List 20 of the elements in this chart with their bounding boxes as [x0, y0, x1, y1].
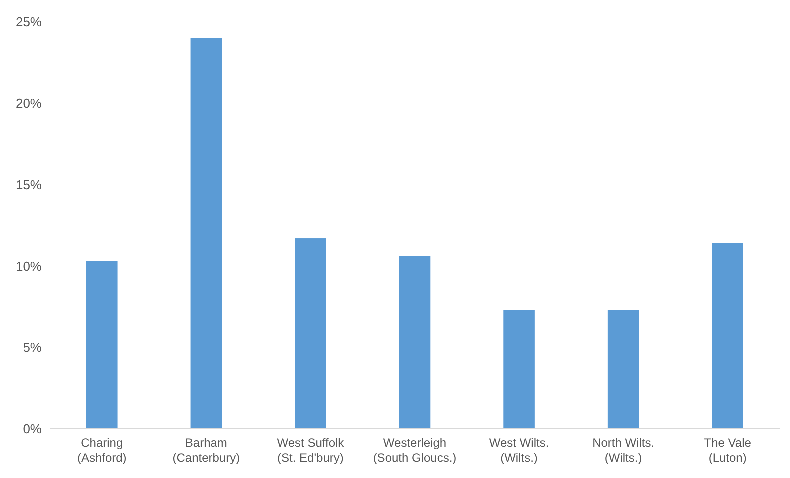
bar — [399, 256, 431, 429]
bar — [608, 310, 640, 429]
y-tick-label: 10% — [16, 258, 42, 274]
y-tick-label: 0% — [23, 422, 42, 437]
x-tick-label: Westerleigh (South Gloucs.) — [373, 436, 457, 465]
x-tick-label: Charing (Ashford) — [77, 436, 127, 465]
bar — [190, 38, 222, 429]
y-tick-label: 20% — [16, 96, 42, 111]
y-tick-label: 15% — [16, 177, 42, 192]
x-tick-label: The Vale (Luton) — [704, 436, 752, 465]
bar — [504, 310, 535, 429]
x-tick-label: West Suffolk (St. Ed'bury) — [277, 436, 346, 465]
y-tick-label: 25% — [16, 14, 42, 30]
x-tick-label: Barham (Canterbury) — [172, 436, 240, 465]
bar — [295, 238, 326, 429]
bar — [86, 261, 118, 429]
bar — [712, 243, 744, 429]
y-tick-label: 5% — [23, 340, 42, 356]
x-tick-label: North Wilts. (Wilts.) — [592, 436, 655, 465]
x-tick-label: West Wilts. (Wilts.) — [489, 436, 550, 465]
